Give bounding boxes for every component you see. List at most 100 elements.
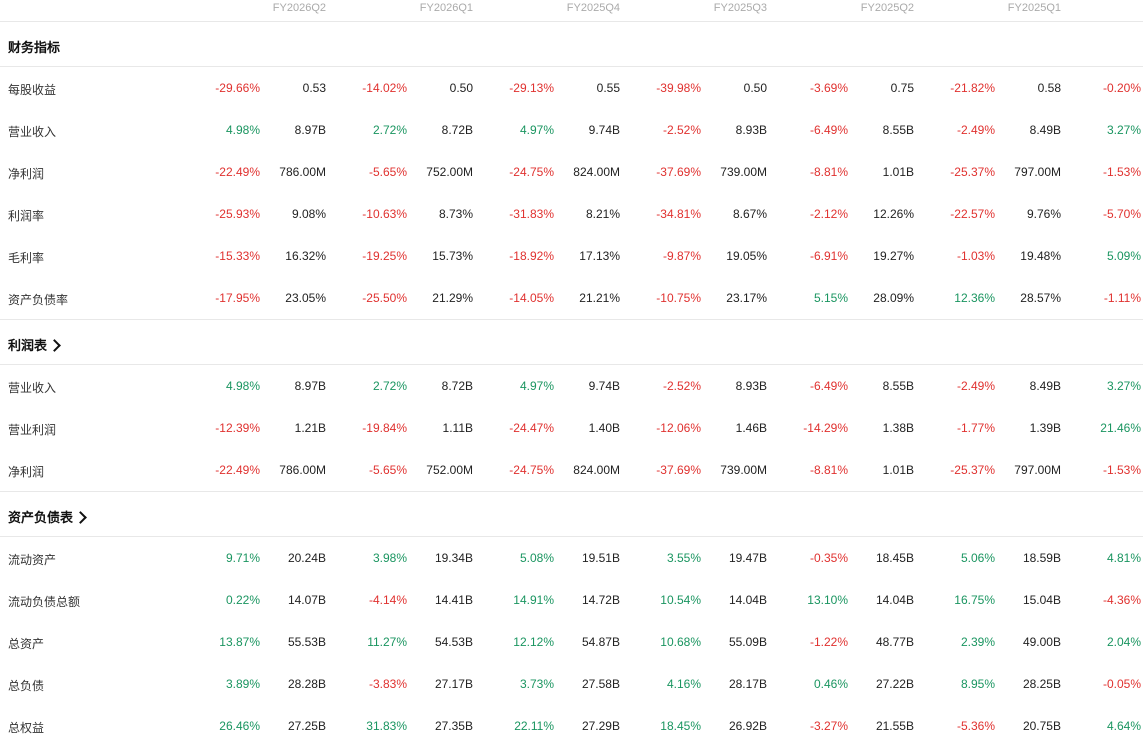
column-header-fy2025q2: FY2025Q2 (860, 2, 914, 14)
table-row: 营业收入 4.98% 8.97B 2.72% 8.72B 4.97% 9.74B -2.52%… (0, 109, 1143, 151)
change-percent: -14.02% (362, 81, 407, 95)
section-title[interactable]: 资产负债表 (8, 507, 87, 526)
change-percent: 4.16% (666, 677, 701, 691)
row-label: 资产负债率 (8, 293, 69, 307)
row-label: 总权益 (8, 721, 45, 735)
change-percent: -1.53% (1102, 165, 1141, 179)
metric-value: 17.13% (579, 249, 620, 263)
metric-value: 28.28B (287, 677, 326, 691)
change-percent: 3.55% (666, 551, 701, 565)
table-row: 流动负债总额 0.22% 14.07B -4.14% 14.41B 14.91% 14.72… (0, 579, 1143, 621)
change-percent: -6.49% (809, 379, 848, 393)
table-row: 利润率 -25.93% 9.08% -10.63% 8.73% -31.83% 8.21% -… (0, 193, 1143, 235)
change-percent: -0.35% (809, 551, 848, 565)
metric-value: 8.93B (735, 123, 767, 137)
column-header-fy2026q1: FY2026Q1 (419, 2, 473, 14)
table-row: 每股收益 -29.66% 0.53 -14.02% 0.50 -29.13% 0.55 -39… (0, 67, 1143, 109)
metric-value: 27.35B (434, 719, 473, 733)
change-percent: 21.46% (1100, 421, 1141, 435)
row-label: 营业利润 (8, 423, 57, 437)
change-percent: -4.36% (1102, 593, 1141, 607)
section-header[interactable]: 利润表 (0, 320, 1143, 365)
change-percent: -2.52% (662, 123, 701, 137)
metric-value: 54.53B (434, 635, 473, 649)
metric-value: 14.07B (287, 593, 326, 607)
metric-value: 8.49B (1029, 123, 1061, 137)
row-label: 每股收益 (8, 83, 57, 97)
section-title[interactable]: 利润表 (8, 335, 61, 354)
metric-value: 14.41B (434, 593, 473, 607)
metric-value: 28.57% (1020, 291, 1061, 305)
column-header-row: FY2026Q2 FY2026Q1 FY2025Q4 FY2025Q3 FY2025Q2… (0, 0, 1143, 22)
metric-value: 54.87B (581, 635, 620, 649)
metric-value: 739.00M (720, 463, 767, 477)
change-percent: 2.72% (372, 123, 407, 137)
change-percent: -2.49% (956, 379, 995, 393)
metric-value: 8.93B (735, 379, 767, 393)
metric-value: 752.00M (426, 165, 473, 179)
metric-value: 15.73% (432, 249, 473, 263)
metric-value: 8.97B (294, 379, 326, 393)
change-percent: 16.75% (954, 593, 995, 607)
metric-value: 23.05% (285, 291, 326, 305)
metric-value: 15.04B (1022, 593, 1061, 607)
change-percent: 13.10% (807, 593, 848, 607)
table-row: 流动资产 9.71% 20.24B 3.98% 19.34B 5.08% 19.51B 3.5… (0, 537, 1143, 579)
metric-value: 23.17% (726, 291, 767, 305)
change-percent: -37.69% (656, 165, 701, 179)
metric-value: 1.38B (882, 421, 914, 435)
change-percent: 5.08% (519, 551, 554, 565)
table-row: 总资产 13.87% 55.53B 11.27% 54.53B 12.12% 54.87B 1… (0, 621, 1143, 663)
change-percent: -4.14% (368, 593, 407, 607)
metric-value: 9.74B (588, 123, 620, 137)
change-percent: -14.05% (509, 291, 554, 305)
metric-value: 786.00M (279, 463, 326, 477)
change-percent: 4.98% (225, 379, 260, 393)
table-row: 营业收入 4.98% 8.97B 2.72% 8.72B 4.97% 9.74B -2.52%… (0, 365, 1143, 407)
row-label: 总资产 (8, 637, 45, 651)
metric-value: 14.04B (875, 593, 914, 607)
chevron-right-icon[interactable] (48, 338, 61, 352)
row-label: 营业收入 (8, 125, 57, 139)
change-percent: 4.98% (225, 123, 260, 137)
row-label: 利润率 (8, 209, 45, 223)
metric-value: 18.45B (875, 551, 914, 565)
metric-value: 28.25B (1022, 677, 1061, 691)
change-percent: -5.36% (956, 719, 995, 733)
metric-value: 797.00M (1014, 463, 1061, 477)
change-percent: 3.73% (519, 677, 554, 691)
change-percent: 2.39% (960, 635, 995, 649)
row-label: 净利润 (8, 465, 45, 479)
metric-value: 8.49B (1029, 379, 1061, 393)
metric-value: 8.97B (294, 123, 326, 137)
change-percent: -5.65% (368, 165, 407, 179)
change-percent: -1.03% (956, 249, 995, 263)
change-percent: -3.69% (809, 81, 848, 95)
change-percent: 13.87% (219, 635, 260, 649)
change-percent: -2.49% (956, 123, 995, 137)
change-percent: -15.33% (215, 249, 260, 263)
metric-value: 8.67% (732, 207, 767, 221)
change-percent: -0.20% (1102, 81, 1141, 95)
column-header-fy2025q4: FY2025Q4 (566, 2, 620, 14)
metric-value: 26.92B (728, 719, 767, 733)
metric-value: 49.00B (1022, 635, 1061, 649)
metric-value: 21.21% (579, 291, 620, 305)
metric-value: 28.09% (873, 291, 914, 305)
metric-value: 8.72B (441, 379, 473, 393)
chevron-right-icon[interactable] (74, 510, 87, 524)
change-percent: 18.45% (660, 719, 701, 733)
table-row: 总负债 3.89% 28.28B -3.83% 27.17B 3.73% 27.58B 4.1… (0, 663, 1143, 705)
change-percent: -0.05% (1102, 677, 1141, 691)
section-header[interactable]: 资产负债表 (0, 492, 1143, 537)
change-percent: -19.84% (362, 421, 407, 435)
metric-value: 1.01B (882, 463, 914, 477)
change-percent: -1.11% (1103, 291, 1141, 305)
metric-value: 8.21% (585, 207, 620, 221)
change-percent: -25.50% (362, 291, 407, 305)
section-title-text: 利润表 (8, 338, 48, 353)
metric-value: 1.40B (588, 421, 620, 435)
change-percent: -8.81% (809, 463, 848, 477)
change-percent: 0.46% (813, 677, 848, 691)
